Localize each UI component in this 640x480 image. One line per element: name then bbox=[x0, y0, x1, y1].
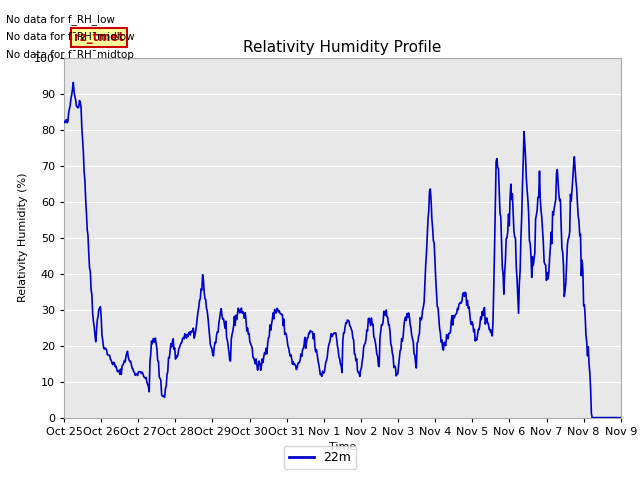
Title: Relativity Humidity Profile: Relativity Humidity Profile bbox=[243, 40, 442, 55]
Text: No data for f_RH_low: No data for f_RH_low bbox=[6, 13, 115, 24]
Y-axis label: Relativity Humidity (%): Relativity Humidity (%) bbox=[19, 173, 28, 302]
X-axis label: Time: Time bbox=[329, 442, 356, 452]
Legend: 22m: 22m bbox=[284, 446, 356, 469]
Text: No data for f¯RH¯midtop: No data for f¯RH¯midtop bbox=[6, 50, 134, 60]
Text: rz_tmet: rz_tmet bbox=[74, 31, 124, 44]
Text: No data for f¯RH¯midlow: No data for f¯RH¯midlow bbox=[6, 32, 135, 42]
